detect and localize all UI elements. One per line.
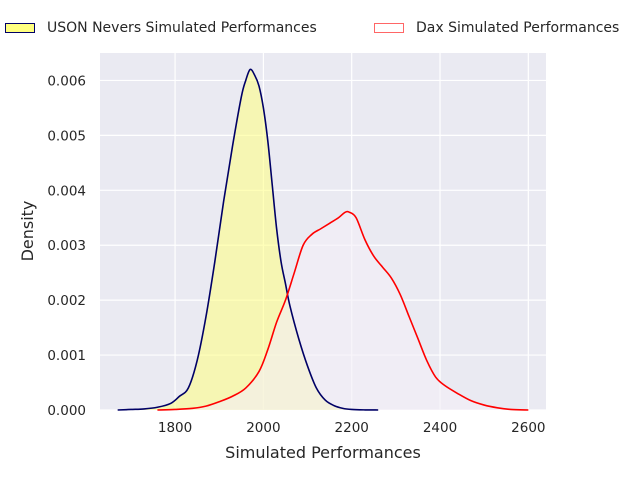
y-tick-label-4: 0.004 (47, 183, 86, 199)
y-tick-label-6: 0.006 (47, 73, 86, 89)
x-tick-label-2400: 2400 (423, 420, 457, 436)
x-axis-label: Simulated Performances (225, 443, 421, 462)
x-tick-label-1800: 1800 (158, 420, 192, 436)
legend-item-dax: Dax Simulated Performances (374, 20, 619, 36)
y-tick-label-0: 0.000 (47, 403, 86, 419)
y-tick-label-1: 0.001 (47, 348, 86, 364)
legend-label-dax: Dax Simulated Performances (416, 20, 620, 36)
x-tick-label-2200: 2200 (335, 420, 369, 436)
line-uson-nevers (117, 68, 379, 411)
area-uson-nevers (117, 69, 379, 410)
y-tick-label-5: 0.005 (47, 128, 86, 144)
legend-swatch-uson-nevers (5, 23, 35, 33)
x-tick-label-2600: 2600 (511, 420, 545, 436)
y-axis: 0.000 0.001 0.002 0.003 0.004 0.005 0.006 (47, 73, 86, 419)
legend-swatch-dax (374, 23, 404, 33)
fill-areas (117, 69, 529, 410)
y-axis-label: Density (18, 201, 37, 262)
line-dax (157, 210, 529, 411)
area-dax (157, 211, 529, 410)
legend: USON Nevers Simulated Performances Dax S… (0, 20, 640, 44)
x-tick-label-2000: 2000 (246, 420, 280, 436)
legend-item-uson-nevers: USON Nevers Simulated Performances (5, 20, 317, 36)
y-tick-label-3: 0.003 (47, 238, 86, 254)
x-axis: 1800 2000 2200 2400 2600 (158, 420, 546, 436)
series-lines (117, 68, 529, 411)
y-tick-label-2: 0.002 (47, 293, 86, 309)
legend-label-uson-nevers: USON Nevers Simulated Performances (47, 20, 317, 36)
